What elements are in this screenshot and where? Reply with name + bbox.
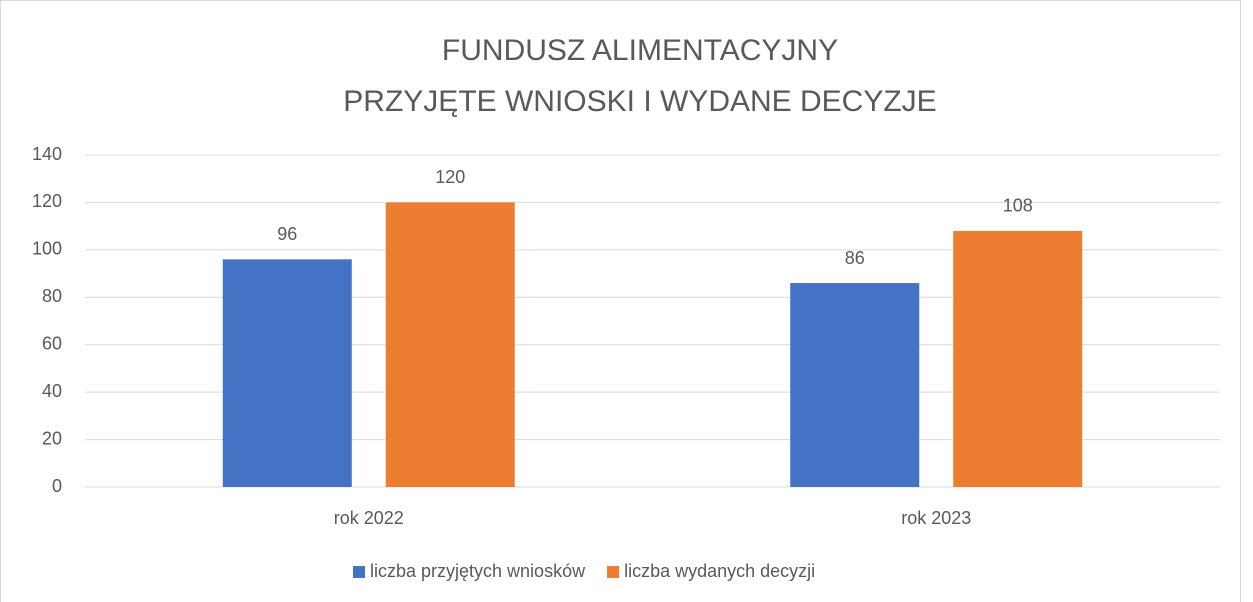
data-label: 96 xyxy=(277,224,297,244)
chart-title: FUNDUSZ ALIMENTACYJNY xyxy=(442,34,838,67)
y-tick-label: 80 xyxy=(42,286,62,306)
bar xyxy=(953,230,1083,487)
x-tick-label: rok 2023 xyxy=(901,508,971,528)
data-label: 108 xyxy=(1003,196,1033,216)
legend-label: liczba przyjętych wniosków xyxy=(370,561,586,581)
chart-title: PRZYJĘTE WNIOSKI I WYDANE DECYZJE xyxy=(343,85,936,118)
data-label: 86 xyxy=(845,248,865,268)
y-tick-label: 120 xyxy=(32,191,62,211)
bar xyxy=(385,202,515,487)
y-tick-label: 20 xyxy=(42,428,62,448)
y-tick-label: 60 xyxy=(42,333,62,353)
y-tick-label: 0 xyxy=(52,476,62,496)
y-tick-label: 140 xyxy=(32,144,62,164)
legend-swatch xyxy=(353,566,365,578)
y-tick-label: 100 xyxy=(32,239,62,259)
legend-label: liczba wydanych decyzji xyxy=(624,561,815,581)
bar xyxy=(790,283,920,487)
x-tick-label: rok 2022 xyxy=(334,508,404,528)
y-tick-label: 40 xyxy=(42,381,62,401)
data-label: 120 xyxy=(435,167,465,187)
legend-swatch xyxy=(607,566,620,578)
bar xyxy=(222,259,352,487)
